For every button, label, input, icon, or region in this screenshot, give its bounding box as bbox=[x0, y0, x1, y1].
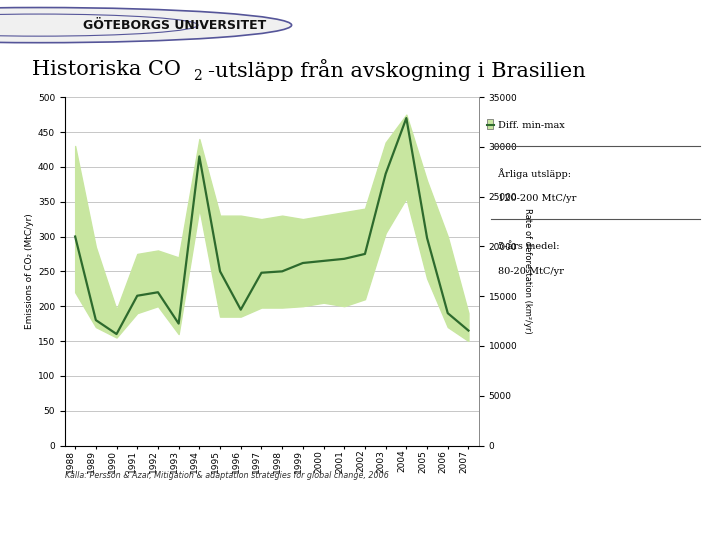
Y-axis label: Emissions of CO₂ (MtC/yr): Emissions of CO₂ (MtC/yr) bbox=[24, 213, 34, 329]
Text: 5-års medel:: 5-års medel: bbox=[498, 242, 559, 252]
Text: -utsläpp från avskogning i Brasilien: -utsläpp från avskogning i Brasilien bbox=[207, 59, 585, 80]
Circle shape bbox=[0, 8, 292, 43]
Text: 120-200 MtC/yr: 120-200 MtC/yr bbox=[498, 194, 577, 202]
Text: Årliga utsläpp:: Årliga utsläpp: bbox=[498, 168, 571, 179]
Text: ENVIRONMENTAL ECONOMICS UNIT, DEPARTMENT OF ECONOMICS  |  MARTIN PERSSON        : ENVIRONMENTAL ECONOMICS UNIT, DEPARTMENT… bbox=[163, 521, 557, 530]
Text: 80-20 MtC/yr: 80-20 MtC/yr bbox=[498, 267, 564, 276]
Text: Källa: Persson & Azar, Mitigation & adaptation strategies for global change, 200: Källa: Persson & Azar, Mitigation & adap… bbox=[65, 471, 389, 480]
Y-axis label: Rate of deforestation (km²/yr): Rate of deforestation (km²/yr) bbox=[523, 208, 532, 334]
Text: Diff. min-max: Diff. min-max bbox=[498, 120, 565, 130]
Text: 2: 2 bbox=[193, 69, 202, 83]
Text: GÖTEBORGS UNIVERSITET: GÖTEBORGS UNIVERSITET bbox=[83, 18, 266, 32]
Text: Historiska CO: Historiska CO bbox=[32, 60, 181, 79]
